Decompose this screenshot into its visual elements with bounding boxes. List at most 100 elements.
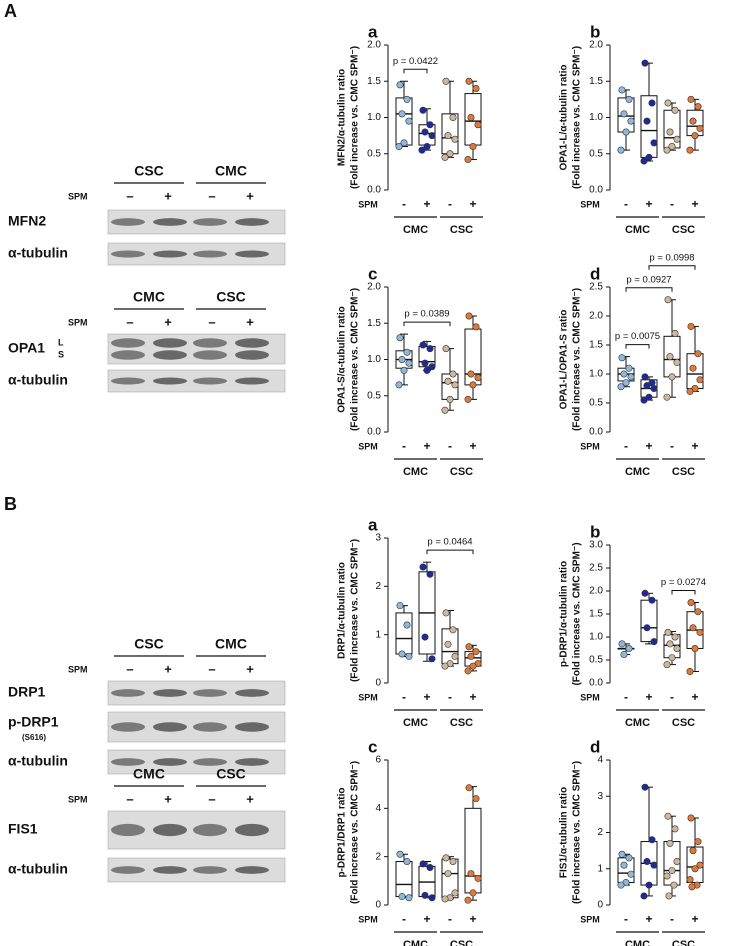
data-point (467, 652, 475, 660)
significance-bracket (403, 68, 428, 74)
y-tick-label: 1.0 (367, 112, 381, 123)
group-label: CSC (450, 939, 473, 946)
data-point (618, 86, 626, 94)
data-point (398, 893, 406, 901)
treatment-label: SPM (68, 317, 88, 327)
data-point (465, 784, 473, 792)
box (395, 612, 413, 655)
data-point (449, 626, 457, 634)
data-point (687, 322, 695, 330)
data-point (665, 892, 673, 900)
blot-band (153, 689, 187, 697)
data-point (688, 883, 696, 891)
data-point (469, 381, 477, 389)
data-point (405, 117, 413, 125)
data-point (666, 128, 674, 136)
y-tick-label: 0.5 (589, 148, 603, 159)
panel-label: c (368, 737, 377, 756)
data-point (426, 121, 434, 129)
data-point (419, 860, 427, 868)
data-point (472, 323, 480, 331)
blot-band (111, 377, 145, 385)
data-point (465, 77, 473, 85)
y-axis-label: (Fold increase vs. CMC SPM⁻) (572, 288, 583, 431)
data-point (464, 395, 472, 403)
data-point (469, 143, 477, 151)
y-tick-label: 3 (597, 791, 603, 802)
data-point (419, 341, 427, 349)
y-tick-label: 0 (375, 678, 381, 689)
data-point (620, 370, 628, 378)
data-point (650, 139, 658, 147)
y-tick-label: 2.0 (589, 586, 603, 597)
y-tick-label: 0.5 (589, 655, 603, 666)
blot-band (235, 250, 269, 258)
data-point (627, 373, 635, 381)
blot-band (153, 377, 187, 385)
data-point (625, 364, 633, 372)
blot-band (193, 218, 227, 226)
y-tick-label: 0.0 (589, 678, 603, 689)
data-point (691, 132, 699, 140)
data-point (451, 889, 459, 897)
group-label: CMC (403, 717, 428, 729)
data-point (405, 652, 413, 660)
y-axis-label: (Fold increase vs. CMC SPM⁻) (350, 46, 361, 189)
data-point (666, 640, 674, 648)
y-axis-label: p-DRP1/α-tubulin ratio (559, 561, 570, 667)
y-axis-label: (Fold increase vs. CMC SPM⁻) (572, 542, 583, 685)
lane-sign: + (164, 791, 172, 806)
figure-label: B (4, 494, 17, 514)
blot-band (153, 350, 187, 360)
lane-sign: – (208, 188, 215, 203)
data-point (403, 95, 411, 103)
p-value: p = 0.0998 (649, 252, 694, 263)
y-tick-label: 0.0 (367, 185, 381, 196)
data-point (694, 350, 702, 358)
data-point (620, 861, 628, 869)
data-point (444, 870, 452, 878)
blot-band (235, 377, 269, 385)
x-tick-label: + (645, 912, 652, 926)
data-point (687, 814, 695, 822)
panel-label: c (368, 264, 377, 283)
blot-band (193, 722, 227, 732)
group-label: CMC (625, 466, 650, 478)
y-tick-label: 1.5 (367, 318, 381, 329)
data-point (465, 643, 473, 651)
x-axis-label: SPM (580, 692, 600, 702)
band-label: L (58, 337, 64, 347)
treatment-label: SPM (68, 664, 88, 674)
group-label: CMC (625, 717, 650, 729)
x-tick-label: + (423, 912, 430, 926)
data-point (464, 896, 472, 904)
data-point (641, 589, 649, 597)
data-point (441, 153, 449, 161)
data-point (421, 128, 429, 136)
data-point (405, 359, 413, 367)
x-tick-label: + (469, 690, 476, 704)
lane-sign: + (246, 314, 254, 329)
x-tick-label: - (624, 197, 628, 211)
data-point (641, 783, 649, 791)
data-point (465, 312, 473, 320)
data-point (650, 384, 658, 392)
blot-band (193, 823, 227, 837)
data-point (640, 892, 648, 900)
data-point (396, 602, 404, 610)
data-point (419, 563, 427, 571)
data-point (419, 106, 427, 114)
data-point (398, 110, 406, 118)
data-point (442, 609, 450, 617)
data-point (648, 99, 656, 107)
data-point (423, 143, 431, 151)
box (395, 861, 413, 898)
lane-sign: – (208, 791, 215, 806)
x-tick-label: + (645, 439, 652, 453)
data-point (643, 117, 651, 125)
data-point (664, 296, 672, 304)
data-point (689, 117, 697, 125)
y-tick-label: 2.0 (367, 282, 381, 293)
panel-label: d (590, 264, 600, 283)
data-point (618, 640, 626, 648)
